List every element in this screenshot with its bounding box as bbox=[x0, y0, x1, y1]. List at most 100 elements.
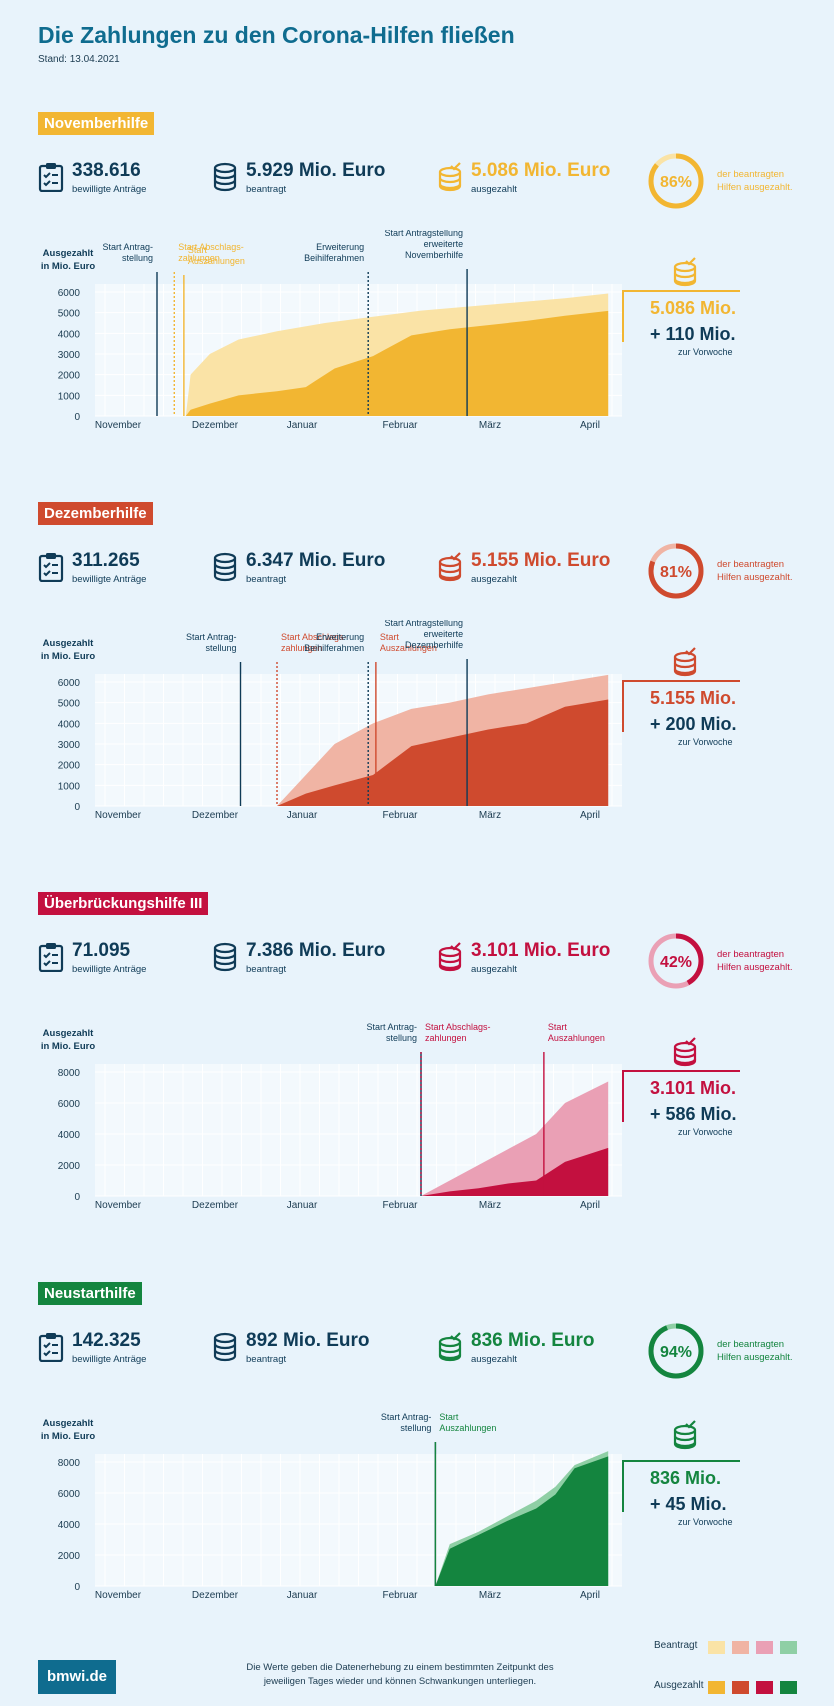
series-area-ausgezahlt bbox=[421, 1147, 609, 1196]
footer-note: Die Werte geben die Datenerhebung zu ein… bbox=[246, 1662, 554, 1687]
x-tick-label: Januar bbox=[287, 1200, 318, 1211]
annotation-label: Start Antragstellung bbox=[385, 230, 464, 238]
y-axis-label: Ausgezahlt bbox=[43, 1418, 95, 1429]
section-3: Überbrückungshilfe III 71.095 bewilligte… bbox=[0, 892, 834, 1282]
x-tick-label: November bbox=[95, 1200, 142, 1211]
x-tick-label: März bbox=[479, 1200, 501, 1211]
y-axis-label: in Mio. Euro bbox=[41, 1431, 96, 1442]
x-tick-label: Januar bbox=[287, 1590, 318, 1601]
section-1: Novemberhilfe 338.616 bewilligte Anträge… bbox=[0, 112, 834, 502]
stat-antraege-label: bewilligte Anträge bbox=[72, 1354, 147, 1365]
stat-ausgezahlt-label: ausgezahlt bbox=[471, 1354, 517, 1365]
percent-ring: 94% bbox=[648, 1323, 704, 1379]
x-tick-label: Dezember bbox=[192, 1200, 239, 1211]
coins-check-icon bbox=[672, 1420, 698, 1455]
headline-box bbox=[622, 290, 740, 342]
annotation-label: Start Abschlags- bbox=[281, 632, 347, 642]
percent-value: 86% bbox=[660, 174, 692, 191]
delta-label: zur Vorwoche bbox=[678, 737, 733, 747]
section-4: Neustarthilfe 142.325 bewilligte Anträge… bbox=[0, 1282, 834, 1672]
stat-antraege-value: 311.265 bbox=[72, 550, 140, 571]
y-tick-label: 1000 bbox=[58, 781, 81, 792]
headline-value: 836 Mio. bbox=[650, 1468, 722, 1488]
coins-check-icon bbox=[437, 552, 463, 582]
percent-ring-fill bbox=[648, 1323, 704, 1379]
annotation-label: stellung bbox=[386, 1033, 417, 1043]
y-tick-label: 2000 bbox=[58, 1551, 81, 1562]
y-tick-label: 4000 bbox=[58, 1520, 81, 1531]
annotation-label: Erweiterung bbox=[316, 242, 364, 252]
y-axis-label: in Mio. Euro bbox=[41, 261, 96, 272]
section-badge: Überbrückungshilfe III bbox=[38, 892, 209, 915]
x-tick-label: Januar bbox=[287, 810, 318, 821]
annotation-label: zahlungen bbox=[178, 253, 220, 263]
bmwi-logo[interactable]: bmwi.de bbox=[38, 1660, 116, 1694]
coins-check-icon bbox=[437, 1332, 463, 1362]
coins-icon bbox=[212, 1332, 238, 1362]
stat-antraege-label: bewilligte Anträge bbox=[72, 964, 147, 975]
y-tick-label: 0 bbox=[74, 1192, 80, 1203]
legend-ausgezahlt-label: Ausgezahlt bbox=[654, 1680, 704, 1691]
stat-antraege-label: bewilligte Anträge bbox=[72, 184, 147, 195]
y-tick-label: 6000 bbox=[58, 1489, 81, 1500]
clipboard-icon bbox=[38, 942, 64, 973]
coins-check-icon bbox=[437, 942, 463, 972]
legend-swatch-ausgezahlt bbox=[780, 1681, 797, 1694]
coins-check-icon bbox=[672, 1037, 698, 1072]
stat-beantragt-value: 5.929 Mio. Euro bbox=[246, 160, 386, 181]
annotation-label: Auszahlungen bbox=[439, 1423, 496, 1433]
section-2: Dezemberhilfe 311.265 bewilligte Anträge… bbox=[0, 502, 834, 892]
y-tick-label: 4000 bbox=[58, 719, 81, 730]
delta-label: zur Vorwoche bbox=[678, 347, 733, 357]
annotation-label: Auszahlungen bbox=[380, 643, 437, 653]
x-tick-label: März bbox=[479, 810, 501, 821]
stat-beantragt-label: beantragt bbox=[246, 964, 287, 975]
x-tick-label: April bbox=[580, 1200, 600, 1211]
y-tick-label: 6000 bbox=[58, 678, 81, 689]
percent-label-line2: Hilfen ausgezahlt. bbox=[717, 962, 793, 973]
delta-label: zur Vorwoche bbox=[678, 1127, 733, 1137]
x-tick-label: März bbox=[479, 420, 501, 431]
stat-ausgezahlt-value: 3.101 Mio. Euro bbox=[471, 940, 611, 961]
annotation-label: Start bbox=[188, 245, 208, 255]
annotation-label: stellung bbox=[205, 643, 236, 653]
annotation-label: stellung bbox=[122, 253, 153, 263]
stat-beantragt-label: beantragt bbox=[246, 1354, 287, 1365]
y-tick-label: 4000 bbox=[58, 329, 81, 340]
y-tick-label: 8000 bbox=[58, 1068, 81, 1079]
series-area-ausgezahlt bbox=[277, 699, 609, 806]
stat-antraege-label: bewilligte Anträge bbox=[72, 574, 147, 585]
stat-ausgezahlt-value: 5.086 Mio. Euro bbox=[471, 160, 611, 181]
section-badge: Novemberhilfe bbox=[38, 112, 155, 135]
y-axis-label: Ausgezahlt bbox=[43, 248, 95, 259]
headline-value: 3.101 Mio. bbox=[650, 1078, 737, 1098]
headline-value: 5.155 Mio. bbox=[650, 688, 737, 708]
y-tick-label: 4000 bbox=[58, 1130, 81, 1141]
clipboard-icon bbox=[38, 552, 64, 583]
y-tick-label: 8000 bbox=[58, 1458, 81, 1469]
headline-box bbox=[622, 680, 740, 732]
x-tick-label: Februar bbox=[382, 810, 418, 821]
annotation-label: Start bbox=[548, 1022, 568, 1032]
stat-antraege-value: 71.095 bbox=[72, 940, 131, 961]
y-tick-label: 5000 bbox=[58, 309, 81, 320]
percent-label: der beantragten Hilfen ausgezahlt. bbox=[717, 948, 793, 974]
legend-swatch-ausgezahlt bbox=[756, 1681, 773, 1694]
y-tick-label: 1000 bbox=[58, 391, 81, 402]
annotation-label: Beihilferahmen bbox=[304, 253, 364, 263]
y-tick-label: 0 bbox=[74, 412, 80, 423]
area-chart: 0 2000 4000 6000 8000 Ausgezahlt in Mio. Euro S… bbox=[41, 1022, 622, 1211]
legend-swatch-beantragt bbox=[756, 1641, 773, 1654]
stat-ausgezahlt-value: 836 Mio. Euro bbox=[471, 1330, 595, 1351]
series-area-ausgezahlt bbox=[435, 1456, 609, 1586]
headline-box bbox=[622, 1070, 740, 1122]
percent-ring: 86% bbox=[648, 153, 704, 209]
annotation-label: erweiterte bbox=[424, 629, 464, 639]
percent-label-line2: Hilfen ausgezahlt. bbox=[717, 1352, 793, 1363]
legend-swatch-beantragt bbox=[780, 1641, 797, 1654]
headline-box bbox=[622, 1460, 740, 1512]
x-tick-label: Februar bbox=[382, 1590, 418, 1601]
x-tick-label: April bbox=[580, 810, 600, 821]
stat-beantragt-value: 7.386 Mio. Euro bbox=[246, 940, 386, 961]
coins-icon bbox=[212, 942, 238, 972]
